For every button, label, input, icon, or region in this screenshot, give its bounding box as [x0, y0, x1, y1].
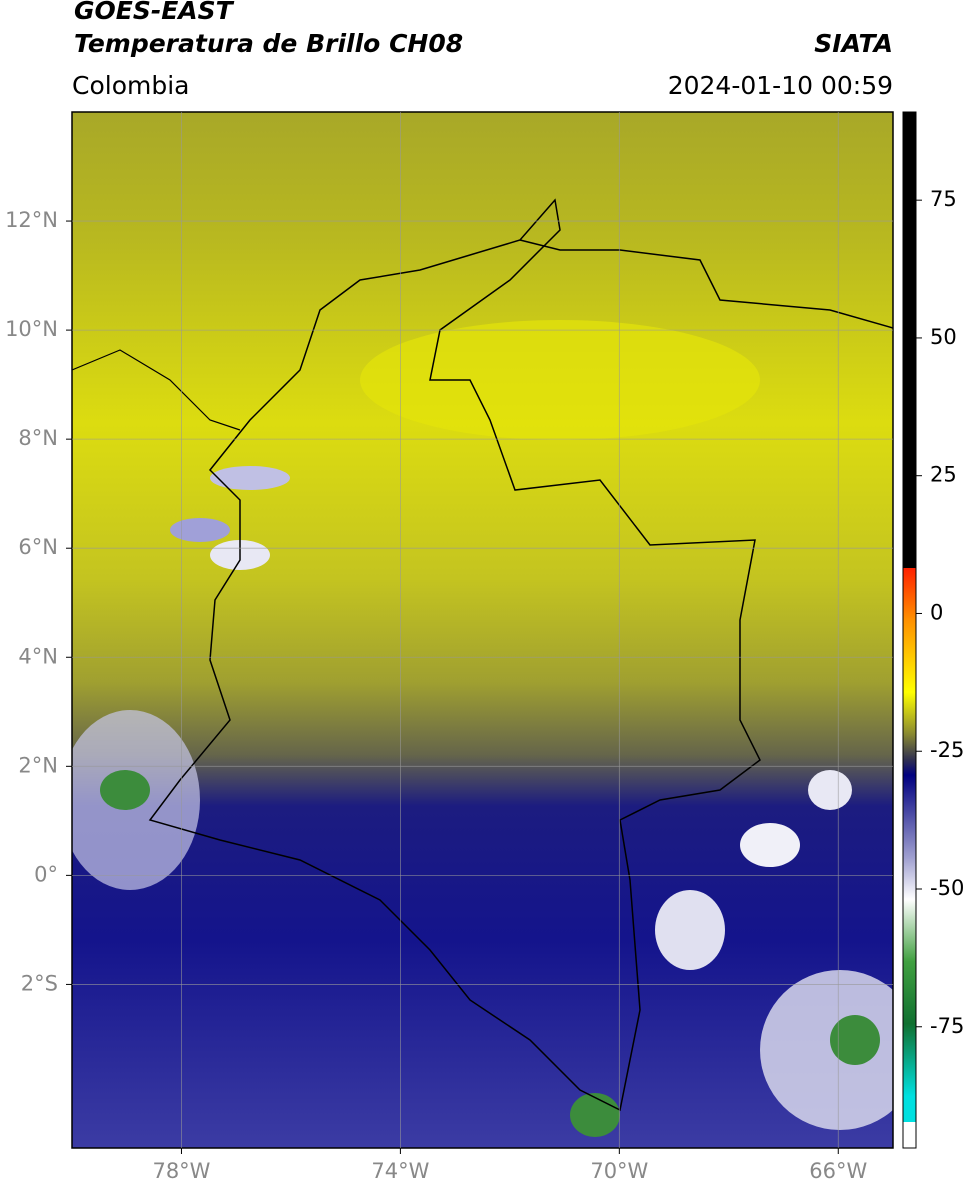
colorbar-tick-label: 50 — [930, 325, 957, 349]
colorbar-tick-label: 0 — [930, 600, 943, 624]
y-tick-label: 2°N — [18, 753, 58, 777]
map-image — [72, 112, 893, 1148]
title: GOES-EAST — [74, 0, 235, 25]
y-tick-label: 6°N — [18, 535, 58, 559]
colorbar-tick-label: -75 — [930, 1014, 964, 1038]
timestamp: 2024-01-10 00:59 — [668, 71, 893, 100]
y-tick-label: 12°N — [5, 208, 58, 232]
colorbar-tick-label: -25 — [930, 738, 964, 762]
colorbar — [902, 111, 917, 1149]
colorbar-tick-label: -50 — [930, 876, 964, 900]
y-tick-label: 2°S — [21, 971, 58, 995]
x-tick-label: 74°W — [371, 1159, 429, 1183]
source: SIATA — [814, 29, 893, 58]
y-tick-label: 0° — [34, 862, 58, 886]
map-frame — [71, 111, 894, 1149]
x-tick-label: 66°W — [809, 1159, 867, 1183]
y-tick-label: 4°N — [18, 644, 58, 668]
x-tick-label: 70°W — [590, 1159, 648, 1183]
x-tick-label: 78°W — [152, 1159, 210, 1183]
subtitle: Temperatura de Brillo CH08 — [74, 29, 463, 58]
region: Colombia — [72, 71, 189, 100]
y-tick-label: 8°N — [18, 426, 58, 450]
colorbar-tick-label: 75 — [930, 187, 957, 211]
colorbar-tick-label: 25 — [930, 463, 957, 487]
y-tick-label: 10°N — [5, 317, 58, 341]
